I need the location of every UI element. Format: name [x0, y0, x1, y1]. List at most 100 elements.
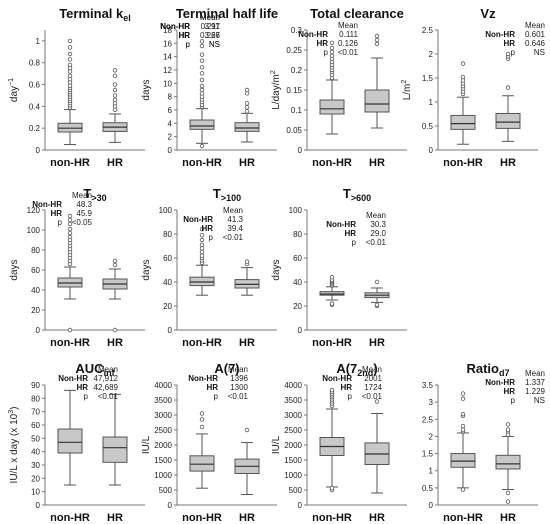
outlier-point — [199, 237, 205, 243]
stats-value: 1724 — [364, 383, 382, 392]
y-tick-label: 1500 — [284, 456, 302, 465]
panel-title: Terminal half life — [176, 6, 278, 21]
outlier-point — [460, 391, 466, 396]
stats-legend: Mean Non-HR 0.111 HR 0.126 p <0.01 — [298, 21, 358, 57]
outlier-point — [199, 253, 205, 258]
panel-title: Ratiod7 — [466, 361, 509, 378]
stats-label: p — [186, 40, 191, 49]
stats-value: 0.601 — [525, 30, 546, 39]
y-tick-label: 60 — [163, 254, 172, 263]
y-tick-label: 0.15 — [286, 86, 302, 95]
outlier-point — [112, 82, 118, 87]
outlier-point — [199, 424, 205, 430]
y-tick-label: 10 — [163, 79, 172, 88]
stats-value: <0.05 — [72, 218, 93, 227]
y-tick-label: 0.1 — [291, 106, 303, 115]
box-hr — [102, 258, 128, 333]
outlier-point — [199, 87, 205, 93]
y-axis-label: L/m2 — [401, 80, 413, 101]
outlier-point — [112, 68, 118, 73]
outlier-point — [374, 279, 380, 285]
outlier-point — [199, 143, 205, 149]
panel-title-text: T — [343, 186, 351, 201]
stats-label: HR — [178, 31, 190, 40]
outlier-point — [67, 234, 73, 240]
stats-label: Non-HR — [183, 215, 213, 224]
stats-value: 0.226 — [200, 31, 221, 40]
stats-value: <0.01 — [362, 392, 383, 401]
box-non-hr — [319, 40, 345, 135]
x-category-label: non-HR — [312, 337, 352, 349]
outlier-point — [112, 73, 118, 79]
stats-legend: Mean Non-HR 41.3 HR 39.4 p <0.01 — [183, 206, 243, 242]
outlier-point — [199, 411, 205, 416]
stats-label: HR — [344, 229, 356, 238]
outlier-point — [374, 399, 380, 404]
stats-legend: Mean Non-HR 1.337 HR 1.229 p NS — [485, 369, 545, 405]
y-axis-label-text: IU/L — [271, 435, 282, 454]
y-tick-label: 1000 — [284, 471, 302, 480]
outlier-point — [505, 85, 511, 90]
stats-value: 3.67 — [204, 31, 220, 40]
y-axis-label-text: days — [141, 259, 152, 280]
y-axis-label-superscript: 3 — [8, 410, 15, 414]
box-iqr — [319, 99, 345, 115]
outlier-point — [67, 327, 73, 333]
outlier-point — [505, 422, 511, 427]
x-category-label: non-HR — [312, 157, 352, 169]
y-tick-label: 40 — [163, 278, 172, 287]
outlier-point — [505, 490, 511, 496]
y-tick-label: 90 — [31, 381, 40, 390]
stats-value: 42,689 — [94, 383, 119, 392]
box-iqr — [57, 428, 83, 454]
y-tick-label: 500 — [159, 486, 173, 495]
outlier-point — [199, 232, 205, 238]
y-axis-label-text: days — [141, 79, 152, 100]
box-hr — [102, 68, 128, 143]
panel-title-subscript: d7 — [499, 368, 510, 378]
outlier-point — [199, 417, 205, 422]
stats-label: Non-HR — [160, 22, 190, 31]
panel-title: T>600 — [343, 186, 371, 203]
outlier-point — [67, 38, 73, 44]
outlier-point — [460, 411, 466, 417]
stats-legend: Mean Non-HR 3.97 HR 3.67 p NS — [160, 13, 220, 49]
outlier-point — [460, 61, 466, 66]
y-tick-label: 0 — [429, 146, 434, 155]
stats-label: Non-HR — [160, 22, 190, 31]
y-tick-label: 20 — [31, 306, 40, 315]
stats-label: Non-HR — [485, 378, 515, 387]
y-tick-label: 0 — [298, 326, 303, 335]
y-tick-label: 18 — [163, 26, 172, 35]
outlier-point — [199, 249, 205, 255]
y-tick-label: 0.25 — [286, 46, 302, 55]
y-tick-label: 2000 — [284, 441, 302, 450]
y-axis-label: IU/L — [141, 435, 152, 454]
x-category-label: HR — [107, 157, 123, 169]
outlier-point — [460, 423, 466, 429]
panel-title-subscript: 2nd — [357, 368, 373, 378]
y-tick-label: 60 — [31, 421, 40, 430]
outlier-point — [199, 43, 205, 49]
box-plot-panel: T>100 0 20 40 60 80 100 days non-HR HR Mean Non-HR 4… — [141, 186, 277, 349]
y-tick-label: 1.5 — [422, 74, 434, 83]
y-tick-label: 0 — [429, 501, 434, 510]
y-axis-label-text: IU/L x day (x 10 — [9, 413, 20, 483]
stats-legend: Mean Non-HR 30.3 HR 29.0 p <0.01 — [326, 211, 386, 247]
y-axis-label: IU/L x day (x 103) — [8, 407, 20, 484]
stats-value: 39.4 — [227, 224, 243, 233]
panel-title: Total clearance — [310, 6, 404, 21]
y-tick-label: 50 — [31, 434, 40, 443]
x-category-label: non-HR — [50, 337, 90, 349]
y-tick-label: 3500 — [284, 396, 302, 405]
panel-title-end: ) — [373, 361, 377, 376]
outlier-point — [329, 486, 335, 491]
y-tick-label: 80 — [163, 230, 172, 239]
stats-label: Non-HR — [58, 374, 88, 383]
y-tick-label: 4000 — [154, 381, 172, 390]
stats-label: HR — [76, 383, 88, 392]
stats-legend: Mean Non-HR 0.601 HR 0.646 p NS — [485, 21, 545, 57]
outlier-point — [329, 387, 335, 393]
box-non-hr — [450, 61, 476, 145]
outlier-point — [244, 109, 250, 114]
